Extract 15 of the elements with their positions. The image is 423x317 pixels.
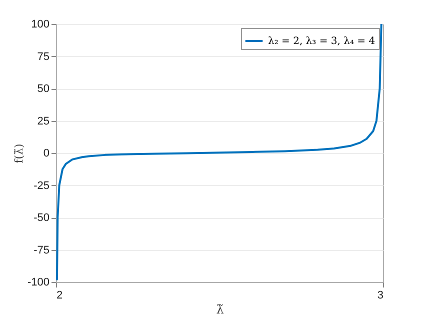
line-series (56, 24, 382, 280)
y-tick-label: 25 (37, 115, 50, 128)
y-tick-label: -75 (34, 244, 50, 256)
x-axis-title: λ̃ (216, 302, 224, 316)
x-tick-label: 3 (377, 290, 384, 302)
y-tick-label: 100 (31, 18, 50, 30)
y-tick-label: -50 (34, 212, 50, 224)
y-tick-label: 75 (37, 50, 50, 63)
y-tick-label: -100 (27, 276, 50, 288)
y-tick-label: 50 (37, 83, 50, 95)
y-tick-label: -25 (34, 180, 50, 192)
x-tick-label: 2 (56, 290, 63, 302)
legend-label: λ₂ = 2, λ₃ = 3, λ₄ = 4 (268, 36, 376, 47)
y-tick-label: 0 (43, 148, 50, 160)
y-axis-title: f(λ̃) (12, 144, 26, 164)
